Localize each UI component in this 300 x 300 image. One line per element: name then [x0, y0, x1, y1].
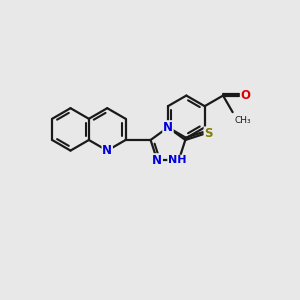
Text: O: O [241, 89, 251, 102]
Text: CH₃: CH₃ [234, 116, 251, 125]
Text: NH: NH [168, 155, 187, 165]
Text: S: S [204, 127, 213, 140]
Text: N: N [102, 144, 112, 157]
Text: N: N [163, 121, 173, 134]
Text: N: N [152, 154, 162, 167]
